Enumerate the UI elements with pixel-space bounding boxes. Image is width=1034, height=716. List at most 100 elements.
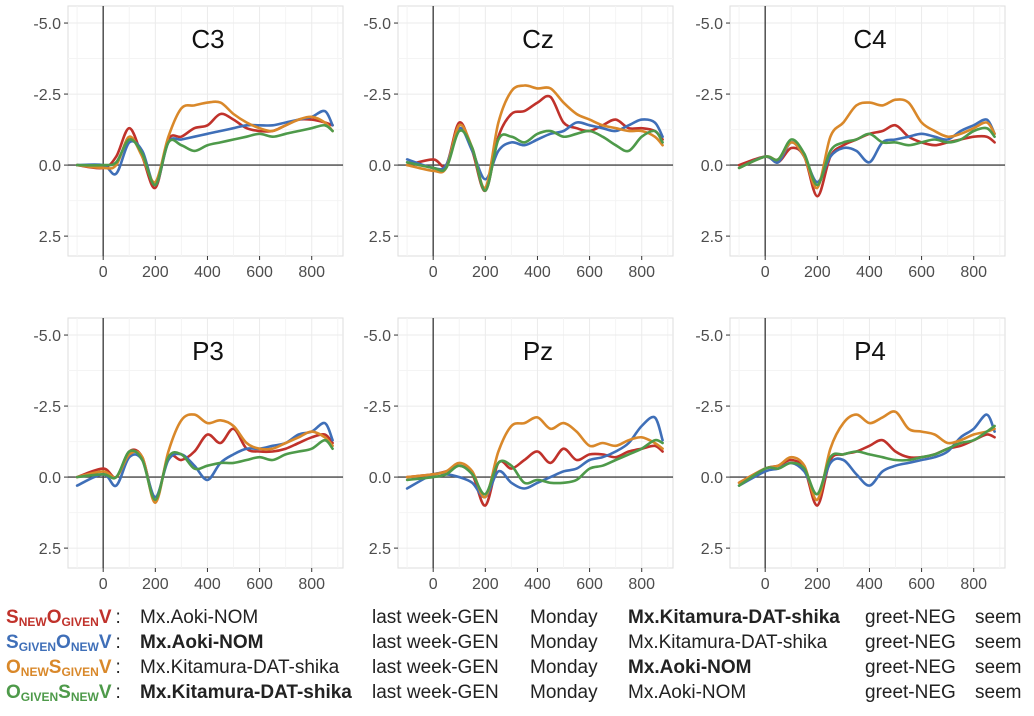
erp-panel-c4: -5.0 -2.5 0.0 2.5 0 200 400 600 800 C4 [695,5,1006,281]
x-tick-label: 800 [960,576,987,593]
y-tick-label: -2.5 [695,87,723,104]
x-tick-label: 200 [804,576,831,593]
series-line-OnewSgivenV [75,413,334,505]
series-line-OgivenSnewV [737,424,996,496]
condition-label: ONEWSGIVENV: [6,657,121,679]
legend-row-SnewOgivenV: SNEWOGIVENV: Mx.Aoki-NOM last week-GEN Mond… [0,606,1034,630]
series-line-OnewSgivenV [737,98,996,190]
electrode-label: C4 [853,24,886,54]
x-tick-label: 200 [472,264,499,281]
series-line-OnewSgivenV [737,410,996,502]
y-tick-label: -5.0 [33,328,61,345]
condition-legend: SNEWOGIVENV: Mx.Aoki-NOM last week-GEN Mond… [0,606,1034,716]
legend-word: Mx.Kitamura-DAT-shika [628,607,840,628]
y-tick-label: -2.5 [363,399,391,416]
x-tick-label: 0 [761,264,770,281]
legend-word: Mx.Kitamura-DAT-shika [140,682,352,703]
condition-subscript: NEW [20,665,49,679]
legend-word: Mx.Kitamura-DAT-shika [628,632,828,653]
legend-word: last week-GEN [372,607,499,628]
x-tick-label: 200 [472,576,499,593]
y-tick-label: 0.0 [39,158,61,175]
x-tick-label: 200 [142,264,169,281]
condition-subscript: GIVEN [18,640,57,654]
legend-word: Mx.Aoki-NOM [140,632,264,653]
legend-word: greet-NEG [865,607,956,628]
series-line-SgivenOnewV [75,421,334,499]
legend-word: greet-NEG [865,657,956,678]
x-tick-label: 800 [628,576,655,593]
x-tick-label: 600 [908,264,935,281]
x-tick-label: 600 [246,576,273,593]
condition-label: SNEWOGIVENV: [6,607,121,629]
x-tick-label: 0 [429,576,438,593]
x-tick-label: 400 [194,264,221,281]
x-tick-label: 600 [576,576,603,593]
y-tick-label: 2.5 [701,229,723,246]
series-line-OgivenSnewV [75,438,334,502]
legend-word: seem [975,682,1022,703]
condition-label: OGIVENSNEWV: [6,682,121,704]
erp-panel-pz: -5.0 -2.5 0.0 2.5 0 200 400 600 800 Pz [363,317,674,593]
condition-label: SGIVENONEWV: [6,632,121,654]
x-tick-label: 800 [628,264,655,281]
x-tick-label: 0 [429,264,438,281]
x-tick-label: 600 [246,264,273,281]
legend-word: last week-GEN [372,632,499,653]
legend-word: Mx.Kitamura-DAT-shika [140,657,340,678]
legend-word: greet-NEG [865,682,956,703]
series-line-OnewSgivenV [75,100,334,184]
y-tick-label: 2.5 [369,229,391,246]
legend-word: greet-NEG [865,632,956,653]
legend-word: Mx.Aoki-NOM [628,657,752,678]
y-tick-label: 2.5 [369,541,391,558]
legend-word: Monday [530,657,598,678]
erp-chart-grid: -5.0 -2.5 0.0 2.5 0 200 400 600 800 C3 -5.0 -2.5 0.0… [33,5,1006,593]
erp-panel-p3: -5.0 -2.5 0.0 2.5 0 200 400 600 800 P3 [33,317,344,593]
erp-panel-c3: -5.0 -2.5 0.0 2.5 0 200 400 600 800 C3 [33,5,344,281]
series-line-SnewOgivenV [405,94,664,193]
condition-subscript: NEW [70,690,99,704]
electrode-label: Cz [522,24,554,54]
series-line-OgivenSnewV [75,123,334,187]
y-tick-label: -2.5 [33,399,61,416]
erp-panel-cz: -5.0 -2.5 0.0 2.5 0 200 400 600 800 Cz [363,5,674,281]
x-tick-label: 600 [908,576,935,593]
x-tick-label: 200 [142,576,169,593]
legend-word: Monday [530,632,598,653]
y-tick-label: -2.5 [695,399,723,416]
legend-row-SgivenOnewV: SGIVENONEWV: Mx.Aoki-NOM last week-GEN Mond… [0,631,1034,655]
x-tick-label: 200 [804,264,831,281]
y-tick-label: -5.0 [33,16,61,33]
electrode-label: C3 [191,24,224,54]
legend-row-OgivenSnewV: OGIVENSNEWV: Mx.Kitamura-DAT-shika last we… [0,681,1034,705]
erp-panel-p4: -5.0 -2.5 0.0 2.5 0 200 400 600 800 P4 [695,317,1006,593]
legend-word: Mx.Aoki-NOM [628,682,747,703]
legend-row-OnewSgivenV: ONEWSGIVENV: Mx.Kitamura-DAT-shika last we… [0,656,1034,680]
condition-subscript: NEW [70,640,99,654]
x-tick-label: 800 [298,576,325,593]
x-tick-label: 400 [856,576,883,593]
y-tick-label: -5.0 [695,328,723,345]
series-line-OgivenSnewV [405,438,664,496]
y-tick-label: -2.5 [33,87,61,104]
legend-word: seem [975,632,1022,653]
series-line-OnewSgivenV [405,416,664,499]
x-tick-label: 400 [524,576,551,593]
series-line-OnewSgivenV [405,84,664,190]
y-tick-label: 2.5 [39,229,61,246]
y-tick-label: 0.0 [369,158,391,175]
y-tick-label: -5.0 [695,16,723,33]
x-tick-label: 0 [761,576,770,593]
condition-subscript: GIVEN [61,615,99,629]
x-tick-label: 400 [856,264,883,281]
y-tick-label: 0.0 [701,158,723,175]
series-line-OgivenSnewV [737,126,996,187]
electrode-label: P4 [854,336,886,366]
x-tick-label: 0 [99,576,108,593]
x-tick-label: 0 [99,264,108,281]
legend-word: last week-GEN [372,682,499,703]
legend-word: Monday [530,607,598,628]
series-line-SgivenOnewV [405,118,664,181]
y-tick-label: 2.5 [701,541,723,558]
